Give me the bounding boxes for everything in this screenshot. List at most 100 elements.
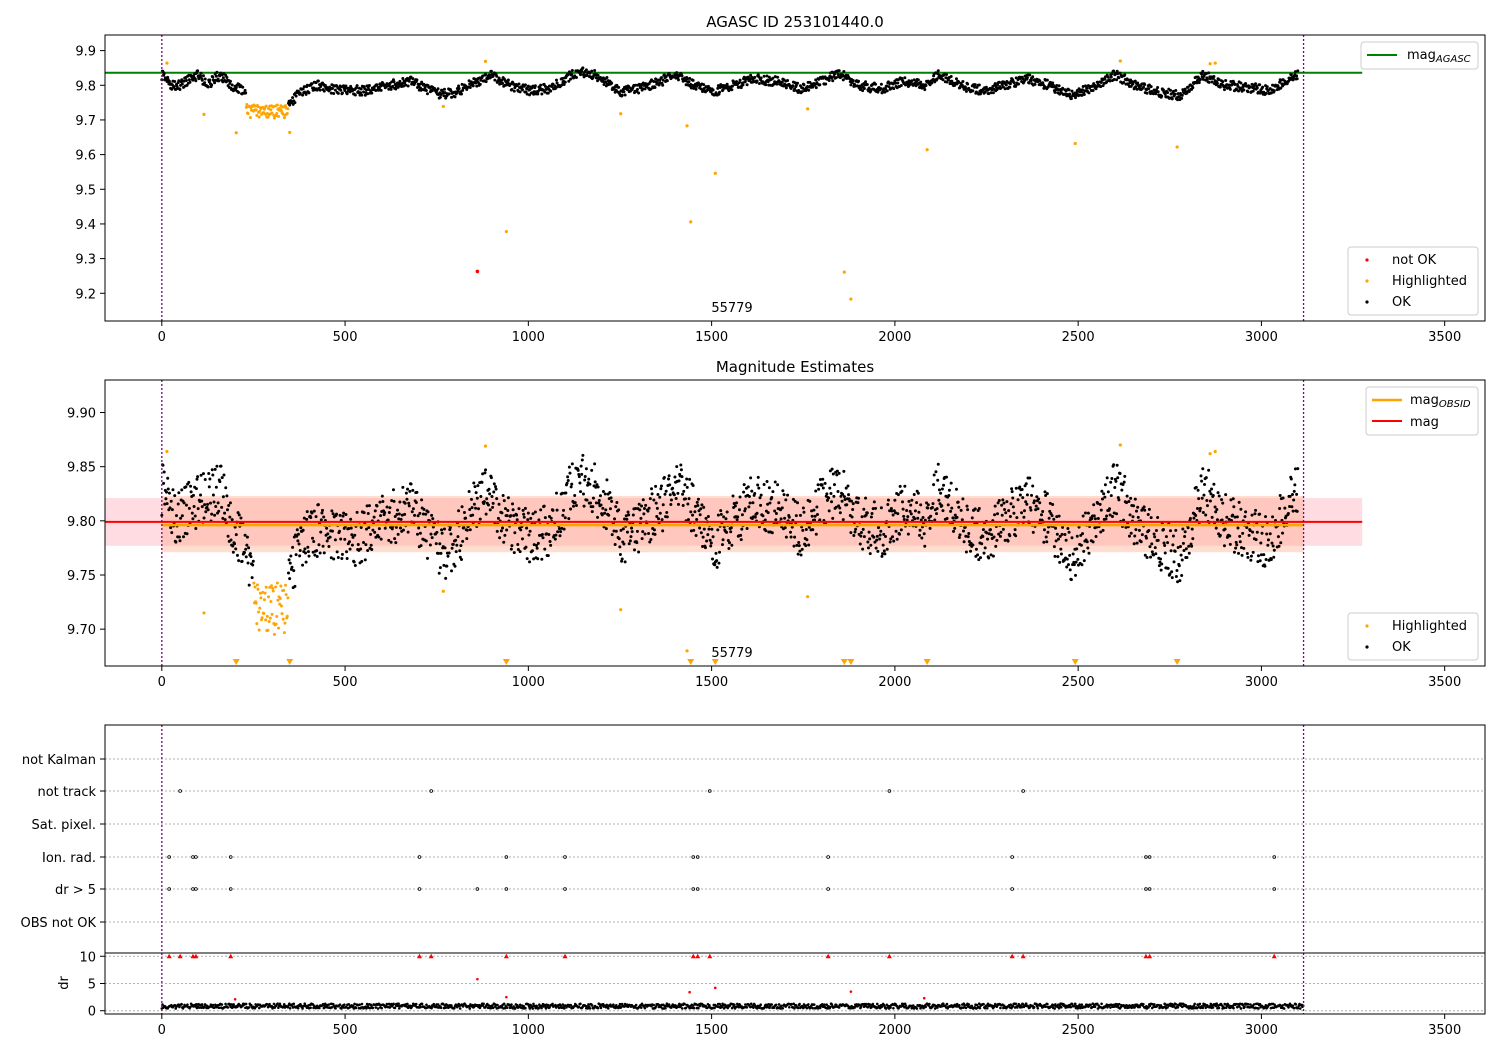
ok-point	[959, 508, 963, 512]
ok-point	[1129, 531, 1133, 535]
ok-point	[892, 539, 896, 543]
ok-point	[518, 90, 522, 94]
ok-point	[283, 621, 287, 625]
ok-point	[796, 81, 800, 85]
ok-point	[1293, 467, 1297, 471]
ok-point	[206, 85, 210, 89]
ok-point	[345, 550, 349, 554]
ok-point	[638, 508, 642, 512]
ok-point	[691, 513, 695, 517]
ok-point	[707, 527, 711, 531]
ok-point	[882, 532, 886, 536]
ok-point	[759, 76, 763, 80]
ok-point	[521, 508, 525, 512]
ok-point	[236, 511, 240, 515]
ok-point	[883, 90, 887, 94]
ok-point	[196, 475, 200, 479]
ok-point	[478, 517, 482, 521]
ok-point	[709, 544, 713, 548]
ok-point	[306, 550, 310, 554]
ok-point	[526, 511, 530, 515]
ok-point	[761, 514, 765, 518]
ok-point	[1271, 544, 1275, 548]
ok-point	[214, 74, 218, 78]
ok-point	[1261, 85, 1265, 89]
ok-point	[1166, 541, 1170, 545]
ok-point	[229, 538, 233, 542]
ok-point	[1258, 83, 1262, 87]
ok-point	[176, 502, 180, 506]
ok-point	[562, 508, 566, 512]
ok-point	[554, 78, 558, 82]
ok-point	[456, 535, 460, 539]
ok-point	[1081, 514, 1085, 518]
dr-point	[414, 1002, 418, 1006]
legend-box	[1360, 41, 1479, 70]
ok-point	[838, 506, 842, 510]
dr-point	[774, 1003, 778, 1007]
mag-x-tick-label: 3000	[1245, 675, 1278, 690]
ok-point	[658, 495, 662, 499]
ok-point	[708, 86, 712, 90]
ok-point	[888, 509, 892, 513]
ok-point	[891, 513, 895, 517]
ok-point	[439, 551, 443, 555]
ok-point	[681, 503, 685, 507]
ok-point	[1109, 480, 1113, 484]
ok-point	[1271, 83, 1275, 87]
ok-point	[1106, 75, 1110, 79]
ok-point	[499, 529, 503, 533]
ok-point	[1112, 77, 1116, 81]
ok-point	[1007, 509, 1011, 513]
ok-point	[983, 546, 987, 550]
ok-point	[1251, 550, 1255, 554]
ok-point	[344, 84, 348, 88]
ok-point	[516, 548, 520, 552]
ok-point	[1092, 514, 1096, 518]
ok-point	[255, 583, 259, 587]
ok-point	[177, 79, 181, 83]
ok-point	[705, 539, 709, 543]
ok-point	[737, 508, 741, 512]
ok-point	[966, 508, 970, 512]
ok-point	[1021, 496, 1025, 500]
ok-point	[615, 501, 619, 505]
ok-point	[462, 525, 466, 529]
ok-point	[1242, 546, 1246, 550]
ok-point	[339, 88, 343, 92]
ok-point	[661, 83, 665, 87]
ok-point	[248, 116, 252, 120]
ok-point	[315, 549, 319, 553]
ok-point	[1147, 507, 1151, 511]
ok-point	[190, 511, 194, 515]
ok-point	[637, 91, 641, 95]
ok-point	[350, 533, 354, 537]
ok-point	[1069, 97, 1073, 101]
flag-point	[695, 855, 700, 859]
mag-y-tick-label: 9.80	[67, 515, 96, 530]
ok-point	[1135, 87, 1139, 91]
ok-point	[771, 490, 775, 494]
ok-point	[748, 501, 752, 505]
mag-x-tick-label: 1500	[695, 675, 728, 690]
flag-point	[1272, 855, 1277, 859]
ok-point	[234, 533, 238, 537]
ok-point	[460, 82, 464, 86]
ok-point	[665, 510, 669, 514]
highlighted-point	[288, 130, 292, 135]
ok-point	[764, 529, 768, 533]
ok-point	[1103, 77, 1107, 81]
ok-point	[476, 484, 480, 488]
ok-point	[1036, 507, 1040, 511]
ok-point	[802, 83, 806, 87]
ok-point	[783, 526, 787, 530]
ok-point	[1217, 494, 1221, 498]
ok-point	[1059, 547, 1063, 551]
dr-point	[292, 1002, 296, 1006]
ok-point	[1101, 84, 1105, 88]
ok-point	[908, 509, 912, 513]
ok-point	[377, 535, 381, 539]
ok-point	[284, 104, 288, 108]
ok-point	[926, 506, 930, 510]
ok-point	[1213, 505, 1217, 509]
